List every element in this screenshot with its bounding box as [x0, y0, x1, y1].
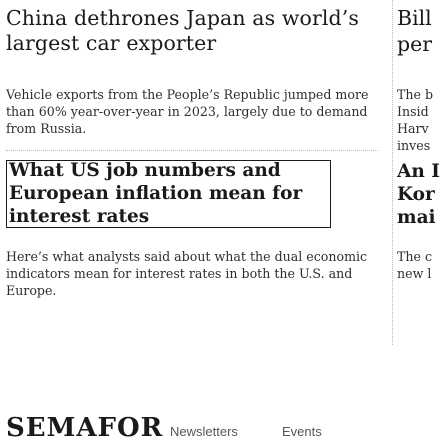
side-text-line: new l — [397, 266, 432, 281]
column-divider — [392, 0, 393, 345]
side-headline-line[interactable]: mai — [397, 207, 436, 228]
second-story-headline-box[interactable]: What US job numbers and European inflati… — [6, 160, 331, 228]
nav-link-events[interactable]: Events — [282, 424, 322, 439]
bottom-nav: SEMAFOR Newsletters Events — [0, 410, 448, 448]
side-column: Bill per The b Insid Harv inves An I Kor… — [397, 0, 448, 345]
second-story-summary: Here’s what analysts said about what the… — [6, 249, 368, 298]
side-headline-line[interactable]: Kor — [397, 184, 435, 205]
side-headline-line[interactable]: An I — [397, 161, 440, 182]
second-story-headline[interactable]: What US job numbers and European inflati… — [9, 160, 303, 227]
nav-link-newsletters[interactable]: Newsletters — [170, 424, 238, 439]
side-text-line: Harv — [397, 121, 429, 136]
divider — [6, 150, 378, 151]
lead-story-headline[interactable]: China dethrones Japan as world’s largest… — [6, 6, 359, 55]
brand-logo[interactable]: SEMAFOR — [6, 413, 164, 443]
side-headline-line[interactable]: per — [397, 32, 433, 56]
side-text-line: The c — [397, 249, 433, 264]
side-text-line: inves — [397, 138, 431, 153]
side-text-line: Insid — [397, 104, 429, 119]
lead-story-summary: Vehicle exports from the People’s Republ… — [6, 87, 369, 136]
side-text-line: The b — [397, 87, 434, 102]
side-headline-line[interactable]: Bill — [397, 6, 432, 30]
